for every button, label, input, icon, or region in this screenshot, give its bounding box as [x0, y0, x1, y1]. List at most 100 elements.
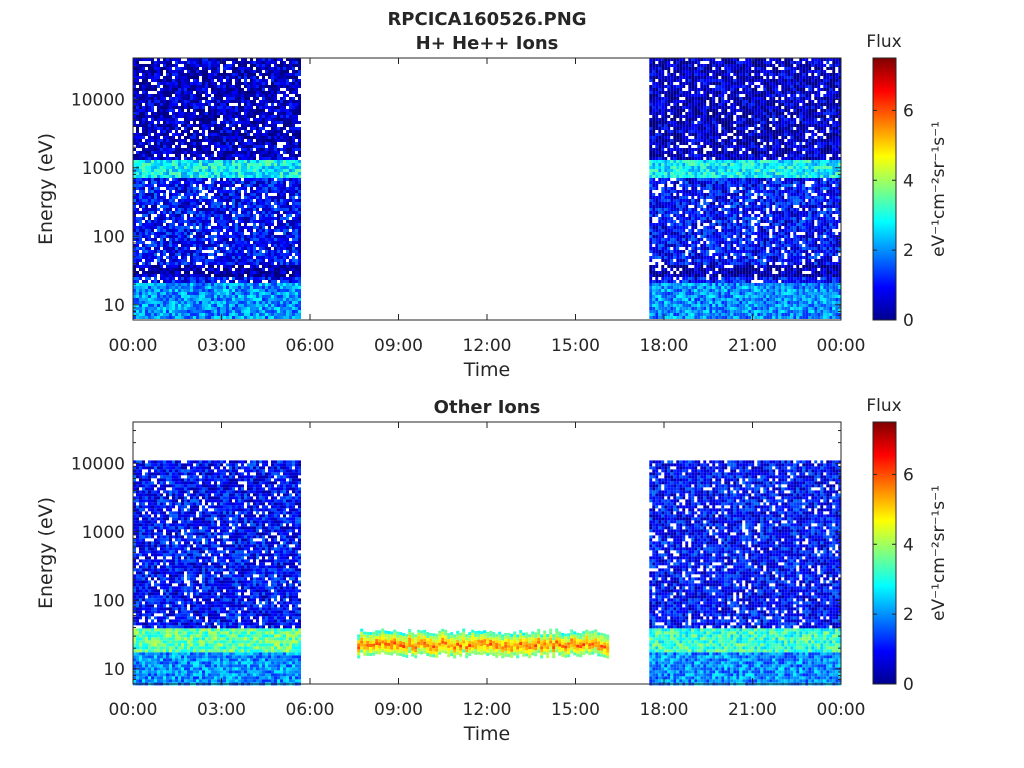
heatmap-cell: [244, 250, 247, 253]
heatmap-cell: [256, 136, 259, 139]
heatmap-cell: [169, 205, 172, 208]
heatmap-cell: [184, 157, 187, 160]
heatmap-cell: [220, 262, 223, 265]
heatmap-cell: [151, 124, 154, 127]
heatmap-cell: [205, 154, 208, 157]
heatmap-cell: [151, 112, 154, 115]
heatmap-cell: [247, 124, 250, 127]
heatmap-cell: [157, 313, 160, 316]
heatmap-cell: [274, 91, 277, 94]
heatmap-cell: [229, 115, 232, 118]
heatmap-cell: [268, 223, 271, 226]
heatmap-cell: [298, 280, 301, 283]
heatmap-cell: [142, 247, 145, 250]
heatmap-cell: [259, 223, 262, 226]
heatmap-cell: [247, 196, 250, 199]
heatmap-cell: [139, 151, 142, 154]
heatmap-cell: [181, 172, 184, 175]
heatmap-cell: [175, 118, 178, 121]
heatmap-cell: [649, 178, 652, 181]
heatmap-cell: [232, 166, 235, 169]
heatmap-cell: [244, 268, 247, 271]
heatmap-cell: [277, 142, 280, 145]
heatmap-cell: [169, 163, 172, 166]
heatmap-cell: [214, 271, 217, 274]
heatmap-cell: [217, 262, 220, 265]
heatmap-cell: [244, 184, 247, 187]
heatmap-cell: [214, 226, 217, 229]
heatmap-cell: [280, 157, 283, 160]
heatmap-cell: [295, 115, 298, 118]
heatmap-cell: [205, 262, 208, 265]
heatmap-cell: [241, 109, 244, 112]
heatmap-cell: [181, 301, 184, 304]
heatmap-cell: [244, 292, 247, 295]
heatmap-cell: [181, 154, 184, 157]
heatmap-cell: [160, 208, 163, 211]
heatmap-cell: [253, 130, 256, 133]
heatmap-cell: [220, 166, 223, 169]
heatmap-cell: [154, 214, 157, 217]
heatmap-cell: [175, 139, 178, 142]
heatmap-cell: [184, 280, 187, 283]
heatmap-cell: [280, 295, 283, 298]
heatmap-cell: [298, 157, 301, 160]
heatmap-cell: [196, 184, 199, 187]
heatmap-cell: [298, 262, 301, 265]
heatmap-cell: [214, 121, 217, 124]
heatmap-cell: [139, 271, 142, 274]
heatmap-cell: [295, 124, 298, 127]
heatmap-cell: [148, 301, 151, 304]
heatmap-cell: [193, 193, 196, 196]
heatmap-cell: [286, 115, 289, 118]
heatmap-cell: [181, 262, 184, 265]
heatmap-cell: [274, 100, 277, 103]
heatmap-cell: [193, 211, 196, 214]
heatmap-cell: [259, 160, 262, 163]
heatmap-cell: [181, 199, 184, 202]
heatmap-cell: [280, 316, 283, 319]
heatmap-cell: [256, 283, 259, 286]
heatmap-cell: [193, 142, 196, 145]
heatmap-cell: [187, 88, 190, 91]
heatmap-cell: [157, 298, 160, 301]
heatmap-cell: [262, 235, 265, 238]
heatmap-cell: [265, 79, 268, 82]
heatmap-cell: [163, 271, 166, 274]
heatmap-cell: [298, 145, 301, 148]
heatmap-cell: [136, 64, 139, 67]
heatmap-cell: [196, 205, 199, 208]
heatmap-cell: [148, 295, 151, 298]
heatmap-cell: [649, 223, 652, 226]
heatmap-cell: [256, 253, 259, 256]
heatmap-cell: [220, 133, 223, 136]
heatmap-cell: [214, 205, 217, 208]
heatmap-cell: [202, 181, 205, 184]
heatmap-cell: [178, 163, 181, 166]
heatmap-cell: [208, 253, 211, 256]
heatmap-cell: [205, 160, 208, 163]
heatmap-cell: [151, 130, 154, 133]
heatmap-cell: [193, 232, 196, 235]
heatmap-cell: [223, 157, 226, 160]
heatmap-cell: [235, 145, 238, 148]
heatmap-cell: [190, 112, 193, 115]
heatmap-cell: [214, 172, 217, 175]
heatmap-cell: [262, 175, 265, 178]
heatmap-cell: [211, 118, 214, 121]
heatmap-cell: [277, 64, 280, 67]
heatmap-cell: [154, 97, 157, 100]
heatmap-cell: [151, 94, 154, 97]
heatmap-cell: [277, 307, 280, 310]
heatmap-cell: [148, 211, 151, 214]
heatmap-cell: [175, 187, 178, 190]
heatmap-cell: [178, 172, 181, 175]
heatmap-cell: [283, 181, 286, 184]
heatmap-cell: [190, 148, 193, 151]
heatmap-cell: [160, 64, 163, 67]
heatmap-cell: [181, 289, 184, 292]
heatmap-cell: [196, 268, 199, 271]
heatmap-cell: [265, 274, 268, 277]
heatmap-cell: [223, 160, 226, 163]
heatmap-cell: [169, 247, 172, 250]
